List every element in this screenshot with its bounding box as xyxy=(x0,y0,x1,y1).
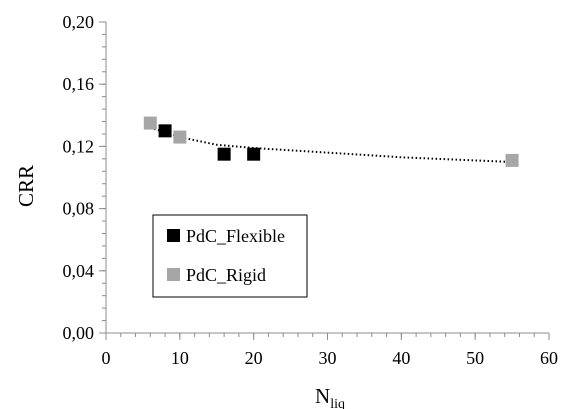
data-point-rigid xyxy=(173,130,187,144)
trendline xyxy=(149,126,513,163)
data-point-flexible xyxy=(247,147,261,161)
data-point-flexible xyxy=(158,124,172,138)
legend-label-rigid: PdC_Rigid xyxy=(186,265,266,285)
data-point-flexible xyxy=(217,147,231,161)
y-tick-label: 0,12 xyxy=(63,136,95,156)
x-axis-label: Nliq xyxy=(315,384,345,409)
y-tick-label: 0,00 xyxy=(63,323,95,343)
x-tick-label: 30 xyxy=(319,348,337,368)
data-point-rigid xyxy=(505,153,519,167)
x-tick-label: 10 xyxy=(171,348,189,368)
legend-marker-rigid xyxy=(167,268,180,281)
trendline-group xyxy=(149,126,513,163)
x-axis-label-main: N xyxy=(315,384,330,408)
y-tick-label: 0,20 xyxy=(63,12,95,32)
data-point-rigid xyxy=(143,116,157,130)
legend-box xyxy=(152,214,308,298)
y-axis-label: CRR xyxy=(14,165,38,207)
x-tick-label: 40 xyxy=(392,348,410,368)
x-axis-label-subscript: liq xyxy=(330,397,345,409)
x-tick-label: 60 xyxy=(540,348,558,368)
y-tick-label: 0,16 xyxy=(63,74,95,94)
x-tick-label: 50 xyxy=(466,348,484,368)
legend-marker-flexible xyxy=(167,229,180,242)
y-ticks: 0,00 0,04 0,08 0,12 0,16 0,20 xyxy=(63,12,106,343)
x-tick-label: 20 xyxy=(245,348,263,368)
legend-label-flexible: PdC_Flexible xyxy=(186,226,285,246)
y-tick-label: 0,08 xyxy=(63,199,95,219)
x-tick-label: 0 xyxy=(102,348,111,368)
legend: PdC_Flexible PdC_Rigid xyxy=(152,214,308,298)
data-points xyxy=(143,116,519,167)
y-tick-label: 0,04 xyxy=(63,261,95,281)
x-ticks: 0 10 20 30 40 50 60 xyxy=(102,333,558,368)
